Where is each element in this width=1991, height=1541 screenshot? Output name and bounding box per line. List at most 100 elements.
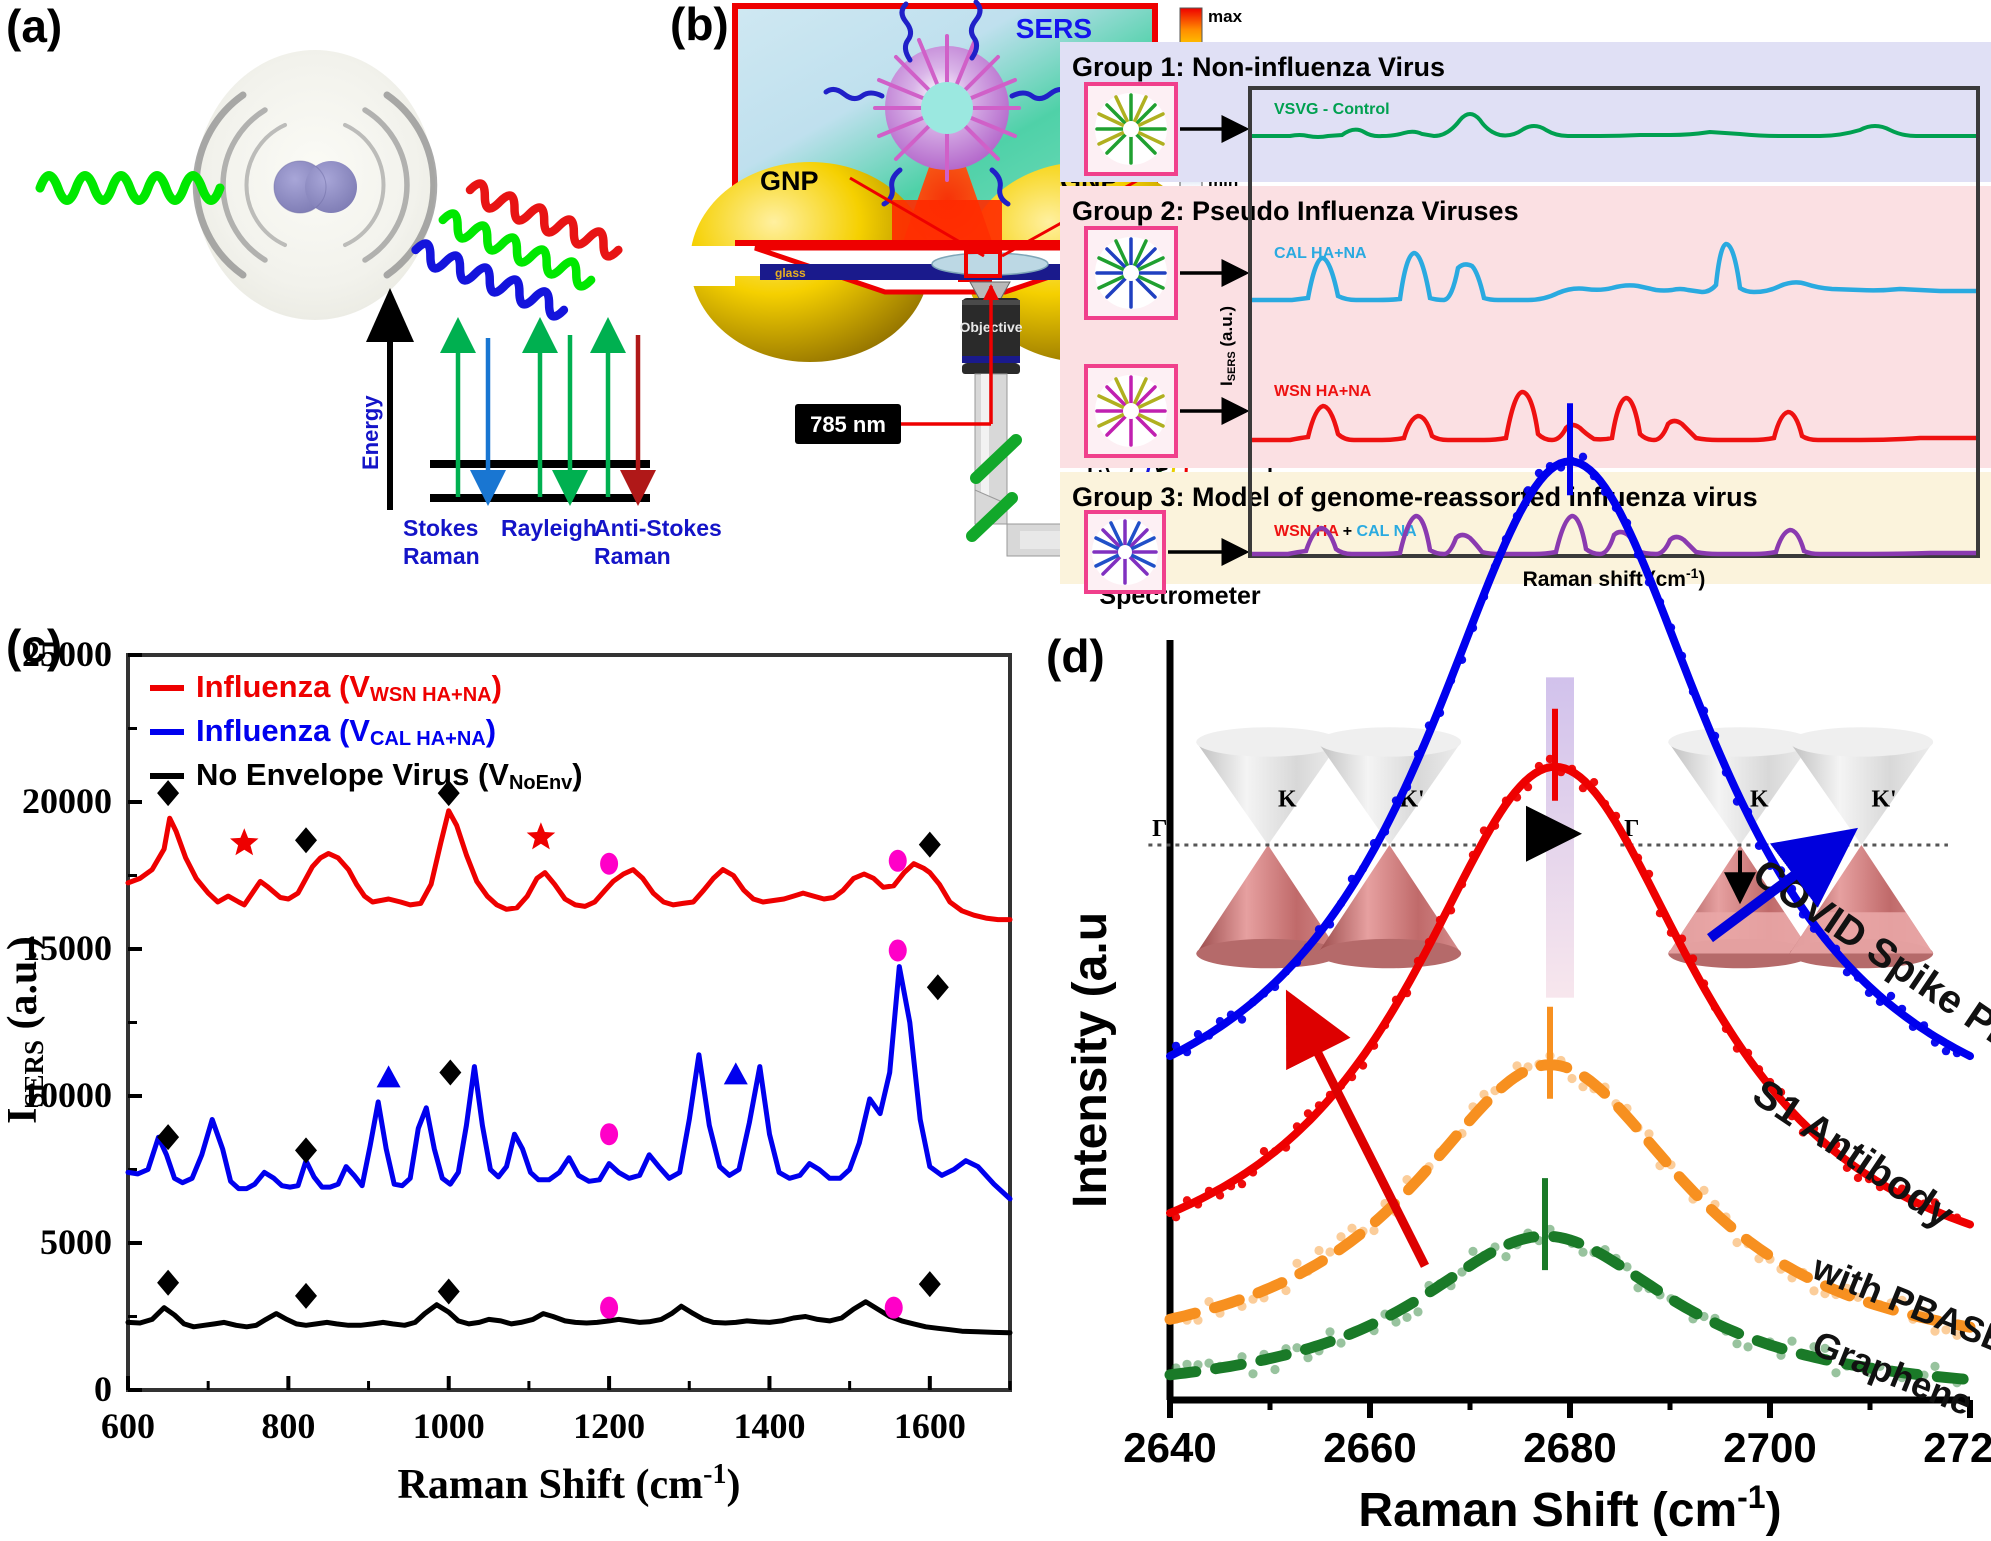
nucleus-icon (273, 160, 357, 214)
dirac-cone-upper-cap (1196, 727, 1340, 757)
stokes-label-line1: Stokes (403, 515, 478, 541)
dirac-cone-upper-cap (1317, 727, 1462, 757)
dirac-cone-fill (1668, 912, 1812, 954)
x-tick-label: 2660 (1323, 1424, 1416, 1471)
spectrum-line-1 (125, 964, 1013, 1202)
y-axis-title: ISERS (a.u.) (0, 936, 49, 1124)
chart-legend: Influenza (VWSN HA+NA) Influenza (VCAL HA… (150, 669, 583, 794)
data-points-1 (1171, 754, 1962, 1222)
y-tick-label: 15000 (22, 928, 112, 968)
incident-laser-wave-icon (35, 171, 225, 205)
y-tick-label: 25000 (22, 634, 112, 674)
trace-label-cal: CAL HA+NA (1274, 245, 1367, 262)
peak-marker-diamond (926, 974, 949, 1001)
data-points-3 (1171, 1224, 1962, 1388)
group1-background (1060, 42, 1991, 182)
peak-marker-diamond (157, 1124, 180, 1151)
em-field-max-label: max (1208, 7, 1243, 26)
cone-kprime-label: K' (1871, 786, 1896, 812)
spectrum-reassorted (1252, 513, 1976, 557)
peak-marker-circle (600, 1123, 619, 1146)
group1-title: Group 1: Non-influenza Virus (1072, 52, 1445, 82)
x-tick-label: 800 (261, 1406, 315, 1446)
dirac-cone-upper-cap (1668, 727, 1812, 757)
scattered-waves-icon (411, 179, 623, 321)
spectrum-line-2 (125, 1299, 1013, 1336)
panel-a-label: (a) (6, 0, 62, 52)
peak-marker-diamond (295, 1137, 318, 1164)
x-tick-label: 1400 (733, 1406, 805, 1446)
y-tick-label: 10000 (22, 1075, 112, 1115)
dirac-cone-upper (1317, 741, 1462, 845)
stokes-label-line2: Raman (403, 543, 480, 569)
peak-marker-diamond (439, 1059, 462, 1086)
data-points-2 (1171, 1051, 1962, 1340)
callout-arrow-red (1285, 989, 1430, 1268)
y-axis-title: Intensity (a.u (1064, 912, 1117, 1208)
peak-marker-circle (884, 1296, 903, 1319)
panel-d-label: (d) (1046, 630, 1105, 682)
x-tick-label: 1600 (894, 1406, 966, 1446)
fit-curve-3 (1164, 1230, 1976, 1386)
cone-k-label: K (1750, 786, 1769, 812)
dirac-cone-lower (1196, 845, 1340, 954)
peak-marker-diamond (157, 1269, 180, 1296)
panel-c-sers-spectra-chart: (c) 0 5000 10000 15000 20000 25000 600 800 1000 1… (0, 600, 1040, 1541)
peak-marker-circle (600, 852, 619, 875)
x-tick-label: 600 (101, 1406, 155, 1446)
panel-b-label: (b) (670, 0, 729, 50)
dirac-cone-upper-cap (1789, 727, 1934, 757)
series-label-1: S1 Antibody (1745, 1071, 1962, 1238)
x-tick-label: 2680 (1523, 1424, 1616, 1471)
x-axis-title: Raman Shift (cm-1) (1358, 1479, 1781, 1537)
x-tick-label: 1200 (573, 1406, 645, 1446)
peak-marker-diamond (157, 780, 180, 807)
glass-label: glass (775, 266, 806, 280)
gnp-left-label: GNP (760, 166, 819, 196)
panel-c-label: (c) (6, 620, 62, 672)
legend-label-no-envelope: No Envelope Virus (VNoEnv) (196, 757, 583, 794)
peak-marker-diamond (295, 827, 318, 854)
peak-marker-triangle (723, 1062, 748, 1085)
legend-label-influenza-cal: Influenza (VCAL HA+NA) (196, 713, 496, 750)
virus-thumbnail-vsvg (1084, 82, 1178, 176)
dirac-cone-upper (1789, 741, 1934, 845)
trace-label-wsn: WSN HA+NA (1274, 383, 1372, 400)
panel-b-xaxis-label: Raman shift (cm-1) (1523, 565, 1706, 591)
callout-arrow-blue (1707, 827, 1859, 943)
x-tick-label: 2700 (1723, 1424, 1816, 1471)
cell-illustration (192, 50, 438, 320)
peak-marker-star (526, 822, 556, 850)
virus-thumbnail-wsn (1084, 364, 1178, 458)
peak-marker-circle (600, 1296, 619, 1319)
spectrum-line-0 (125, 808, 1013, 923)
antistokes-label-line1: Anti-Stokes (594, 515, 722, 541)
peak-marker-diamond (295, 1282, 318, 1309)
peak-marker-star (230, 828, 259, 856)
energy-axis-label: Energy (358, 395, 383, 470)
y-tick-label: 0 (94, 1369, 112, 1409)
peak-marker-circle (888, 939, 907, 962)
panel-d-raman-2d-peak-chart: (d) 2640 2660 2680 2700 2720 Raman Shift (cm-… (1040, 403, 1991, 1541)
spectrum-vsvg (1252, 112, 1976, 139)
peak-marker-circle (888, 849, 907, 872)
peak-marker-triangle (376, 1065, 401, 1088)
jablonski-diagram: Energy Stokes Raman Rayleigh Anti-Stokes… (358, 288, 722, 569)
x-axis-title: Raman Shift (cm-1) (398, 1459, 741, 1509)
dirac-cone-upper (1196, 741, 1340, 845)
fit-curve-2 (1164, 1059, 1976, 1333)
legend-label-influenza-wsn: Influenza (VWSN HA+NA) (196, 669, 502, 706)
trace-label-reassorted: WSN HA + CAL NA (1274, 523, 1417, 540)
laser-wavelength-label: 785 nm (810, 412, 886, 437)
x-tick-label: 2640 (1123, 1424, 1216, 1471)
y-tick-label: 20000 (22, 781, 112, 821)
sers-inset-label: SERS (1016, 13, 1092, 44)
virus-thumbnail-reassorted (1084, 510, 1166, 594)
peak-marker-diamond (437, 780, 460, 807)
cone-k-label: K (1278, 786, 1297, 812)
peak-shift-band (1546, 677, 1574, 998)
group2-title: Group 2: Pseudo Influenza Viruses (1072, 196, 1519, 226)
group2-background (1060, 186, 1991, 468)
virus-thumbnail-cal (1084, 226, 1178, 320)
peak-marker-diamond (918, 831, 941, 858)
